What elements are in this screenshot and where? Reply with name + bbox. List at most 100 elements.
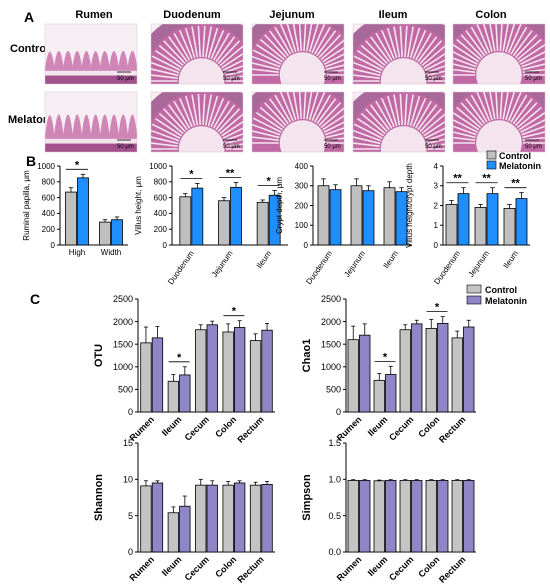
significance-marker: ** [453, 173, 462, 185]
x-tick-label: Ileum [160, 414, 184, 438]
x-tick-label: Rectum [437, 414, 467, 444]
significance-marker: * [435, 302, 440, 314]
y-tick-label: 0 [336, 407, 341, 417]
bar-control-rumen [140, 485, 152, 553]
bar-control-colon [222, 484, 234, 553]
y-tick-label: 1000 [113, 362, 133, 372]
bar-melatonin-duodenum [191, 187, 204, 246]
bar-control-ileum [373, 379, 385, 413]
y-tick-label: 1.5 [328, 438, 341, 448]
bar-melatonin-rumen [151, 337, 164, 413]
scale-bar-label: 50 μm [117, 76, 134, 82]
significance-marker: ** [511, 178, 520, 190]
y-axis-label: OTU [93, 344, 105, 367]
x-tick-label: Duodenum [304, 249, 334, 286]
y-tick-label: 1000 [37, 162, 55, 171]
scale-bar-label: 50 μm [223, 144, 240, 150]
x-tick-label: Cecum [387, 414, 415, 442]
bar-control-duodenum [445, 204, 458, 246]
histology-image-ileum-control: 50 μm [352, 23, 446, 85]
legend-label-control: Control [485, 285, 517, 295]
bar-control-jejunum [350, 185, 363, 246]
bar-control-duodenum [179, 196, 192, 246]
y-tick-label: 1000 [149, 162, 167, 171]
y-tick-label: 800 [42, 178, 56, 187]
legend-swatch-melatonin [486, 160, 497, 170]
bar-melatonin-rumen [359, 334, 371, 413]
bar-melatonin-duodenum [457, 193, 470, 246]
panel-label-c: C [30, 291, 40, 307]
chart-villus-height-crypt-depth: 0 1 2 3 4 Villus height/crypt depth Duodenum Je… [405, 162, 530, 286]
bar-melatonin-jejunum [230, 186, 242, 246]
legend-swatch-control [466, 284, 482, 294]
x-tick-label: Jejunum [342, 249, 367, 279]
significance-marker: * [189, 168, 194, 180]
y-axis-label: Villus height/crypt depth [405, 163, 414, 248]
scale-bar-label: 50 μm [117, 144, 134, 150]
significance-marker: * [267, 175, 272, 187]
bar-control-ileum [383, 187, 396, 246]
x-tick-label: Cecum [183, 414, 211, 442]
bar-melatonin-colon [233, 482, 246, 553]
y-tick-label: 200 [42, 225, 56, 234]
y-tick-label: 2000 [321, 317, 341, 327]
bar-control-colon [222, 331, 234, 413]
significance-marker: * [232, 306, 237, 318]
bar-control-cecum [195, 484, 207, 553]
bar-control-jejunum [474, 207, 487, 246]
bar-melatonin-high [77, 177, 89, 246]
y-tick-label: 1500 [321, 339, 341, 349]
bar-melatonin-cecum [206, 484, 218, 553]
bar-melatonin-rumen [359, 480, 371, 553]
x-tick-label: Ileum [502, 249, 521, 270]
bar-melatonin-jejunum [486, 193, 499, 246]
panel-label-a: A [24, 9, 34, 25]
bar-melatonin-ileum [385, 480, 397, 553]
y-axis-label: Shannon [93, 474, 105, 521]
bar-control-cecum [399, 329, 411, 413]
chart-crypt-depth-m: 0 100 200 300 400 Crypt depth, μm Duodenum Jeju… [275, 162, 412, 286]
bar-melatonin-colon [437, 480, 449, 553]
bar-control-ileum [503, 208, 516, 246]
bar-melatonin-ileum [515, 198, 528, 246]
y-axis-label: Ruminal papilla, μm [22, 170, 31, 241]
bar-control-cecum [195, 329, 207, 413]
legend-label-melatonin: Melatonin [485, 296, 527, 306]
significance-marker: * [383, 351, 388, 363]
histology-column-rumen: Rumen [75, 9, 113, 21]
y-tick-label: 1000 [321, 362, 341, 372]
histology-image-ileum-melatonin: 50 μm [352, 91, 446, 153]
scale-bar-label: 50 μm [425, 76, 442, 82]
bar-melatonin-rectum [463, 326, 475, 413]
y-tick-label: 0 [128, 407, 133, 417]
x-tick-label: Cecum [387, 554, 415, 582]
bar-control-rumen [347, 480, 359, 553]
bar-melatonin-cecum [411, 323, 423, 413]
x-tick-label: Rectum [437, 554, 467, 584]
bar-melatonin-jejunum [362, 190, 375, 246]
histology-image-colon-melatonin: 50 μm [452, 91, 546, 153]
x-tick-label: Colon [213, 414, 238, 439]
bar-control-colon [425, 480, 437, 553]
bar-control-rectum [249, 484, 262, 553]
y-tick-label: 0 [434, 241, 439, 250]
y-tick-label: 1.0 [328, 474, 341, 484]
y-tick-label: 2000 [113, 317, 133, 327]
y-axis-label: Chao1 [301, 339, 313, 373]
scale-bar-label: 50 μm [324, 76, 341, 82]
bar-melatonin-rectum [261, 329, 273, 413]
x-tick-label: Colon [213, 554, 238, 579]
x-tick-label: Rumen [127, 554, 156, 583]
bar-control-ileum [167, 512, 180, 553]
histology-image-jejunum-melatonin: 50 μm [251, 91, 345, 153]
bar-control-colon [425, 327, 437, 413]
bar-melatonin-ileum [179, 505, 191, 553]
y-axis-label: Simpson [301, 474, 313, 521]
y-tick-label: 400 [42, 209, 56, 218]
bar-melatonin-rectum [261, 484, 273, 553]
y-tick-label: 300 [295, 182, 309, 191]
bar-control-duodenum [317, 185, 330, 246]
bar-control-ileum [373, 480, 385, 553]
